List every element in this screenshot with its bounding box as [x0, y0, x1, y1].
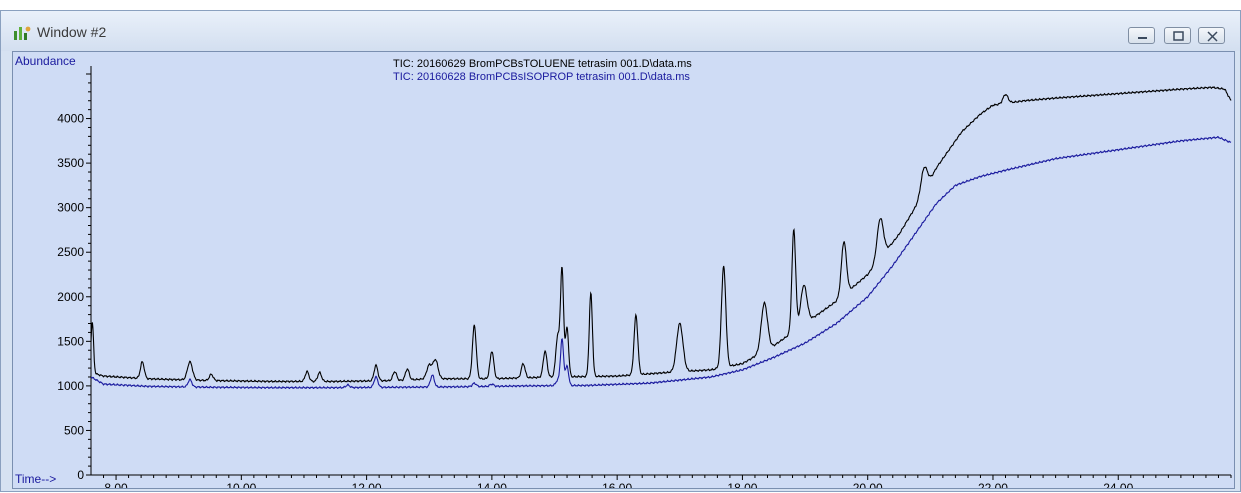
chromatogram-chart: Abundance Time--> TIC: 20160629 BromPCBs…	[15, 54, 1232, 493]
x-tick-label: 20.00	[853, 481, 883, 488]
y-axis-label: Abundance	[15, 54, 76, 68]
legend-series-1: TIC: 20160629 BromPCBsTOLUENE tetrasim 0…	[393, 58, 692, 70]
minimize-button[interactable]	[1128, 27, 1155, 44]
y-tick-label: 1000	[57, 379, 84, 393]
window-titlebar[interactable]: Window #2	[1, 11, 1240, 51]
x-tick-label: 10.00	[226, 481, 256, 488]
x-tick-label: 8.00	[104, 481, 128, 488]
x-tick-label: 24.00	[1103, 481, 1133, 488]
x-tick-label: 14.00	[477, 481, 507, 488]
y-tick-label: 3500	[57, 156, 84, 170]
series-line-2	[90, 135, 1232, 390]
chart-area: Abundance Time--> TIC: 20160629 BromPCBs…	[12, 51, 1235, 493]
window-title: Window #2	[37, 24, 107, 40]
y-tick-label: 0	[77, 468, 84, 482]
y-tick-label: 2000	[57, 290, 84, 304]
x-tick-label: 16.00	[602, 481, 632, 488]
series-line-1	[90, 86, 1232, 383]
restore-button[interactable]	[1164, 27, 1191, 44]
minimize-icon	[1138, 37, 1147, 39]
x-tick-label: 18.00	[727, 481, 757, 488]
restore-icon	[1173, 31, 1184, 41]
close-button[interactable]	[1198, 27, 1225, 44]
y-tick-label: 4000	[57, 112, 84, 126]
x-axis-label: Time-->	[15, 472, 56, 486]
x-tick-label: 12.00	[352, 481, 382, 488]
chromatogram-window: Window #2 Abundance Time--> TIC: 2016062…	[0, 10, 1241, 493]
y-tick-label: 3000	[57, 201, 84, 215]
y-tick-label: 2500	[57, 245, 84, 259]
x-tick-label: 22.00	[978, 481, 1008, 488]
legend-series-2: TIC: 20160628 BromPCBsISOPROP tetrasim 0…	[393, 71, 690, 83]
chemstation-app-icon	[14, 26, 31, 40]
y-tick-label: 1500	[57, 334, 84, 348]
y-tick-label: 500	[64, 423, 84, 437]
close-icon	[1207, 31, 1218, 42]
